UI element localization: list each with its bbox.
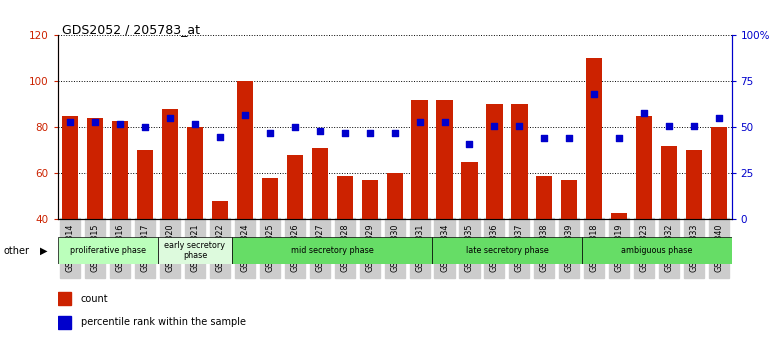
Point xyxy=(563,136,575,141)
Text: ambiguous phase: ambiguous phase xyxy=(621,246,692,255)
Text: percentile rank within the sample: percentile rank within the sample xyxy=(81,317,246,327)
Point xyxy=(588,91,601,97)
Bar xyxy=(711,127,727,219)
Bar xyxy=(162,109,178,219)
Point xyxy=(464,141,476,147)
Bar xyxy=(112,120,129,219)
Bar xyxy=(158,237,233,264)
Text: proliferative phase: proliferative phase xyxy=(69,246,146,255)
Point xyxy=(388,130,400,136)
Point xyxy=(239,112,251,118)
Bar xyxy=(187,127,203,219)
Bar xyxy=(636,116,652,219)
Text: ▶: ▶ xyxy=(40,246,48,256)
Bar xyxy=(137,150,153,219)
Bar xyxy=(432,237,582,264)
Point xyxy=(413,119,426,125)
Point xyxy=(214,134,226,139)
Point xyxy=(289,125,301,130)
Point xyxy=(688,123,700,129)
Bar xyxy=(362,181,378,219)
Point xyxy=(189,121,201,127)
Text: early secretory
phase: early secretory phase xyxy=(165,241,226,260)
Bar xyxy=(411,100,427,219)
Point xyxy=(638,110,651,115)
Bar xyxy=(237,81,253,219)
Point xyxy=(363,130,376,136)
Point xyxy=(514,123,526,129)
Bar xyxy=(387,173,403,219)
Bar xyxy=(336,176,353,219)
Bar xyxy=(58,292,71,305)
Point xyxy=(313,128,326,134)
Bar xyxy=(686,150,702,219)
Bar xyxy=(461,162,477,219)
Point xyxy=(488,123,500,129)
Point xyxy=(613,136,625,141)
Text: mid secretory phase: mid secretory phase xyxy=(291,246,373,255)
Bar xyxy=(511,104,527,219)
Bar xyxy=(586,58,602,219)
Point xyxy=(438,119,450,125)
Point xyxy=(339,130,351,136)
Bar xyxy=(87,118,103,219)
Point xyxy=(89,119,102,125)
Bar xyxy=(582,237,732,264)
Point xyxy=(164,115,176,121)
Bar xyxy=(312,148,328,219)
Bar xyxy=(661,146,678,219)
Text: late secretory phase: late secretory phase xyxy=(466,246,548,255)
Text: count: count xyxy=(81,294,109,304)
Bar xyxy=(233,237,432,264)
Bar xyxy=(487,104,503,219)
Bar xyxy=(437,100,453,219)
Bar xyxy=(58,237,158,264)
Bar xyxy=(561,181,578,219)
Bar xyxy=(262,178,278,219)
Point xyxy=(663,123,675,129)
Bar xyxy=(58,316,71,329)
Bar xyxy=(536,176,552,219)
Point xyxy=(263,130,276,136)
Point xyxy=(64,119,76,125)
Bar xyxy=(286,155,303,219)
Bar xyxy=(212,201,228,219)
Bar xyxy=(62,116,79,219)
Point xyxy=(713,115,725,121)
Bar xyxy=(611,212,628,219)
Point xyxy=(114,121,126,127)
Text: other: other xyxy=(4,246,30,256)
Text: GDS2052 / 205783_at: GDS2052 / 205783_at xyxy=(62,23,199,36)
Point xyxy=(538,136,551,141)
Point xyxy=(139,125,151,130)
